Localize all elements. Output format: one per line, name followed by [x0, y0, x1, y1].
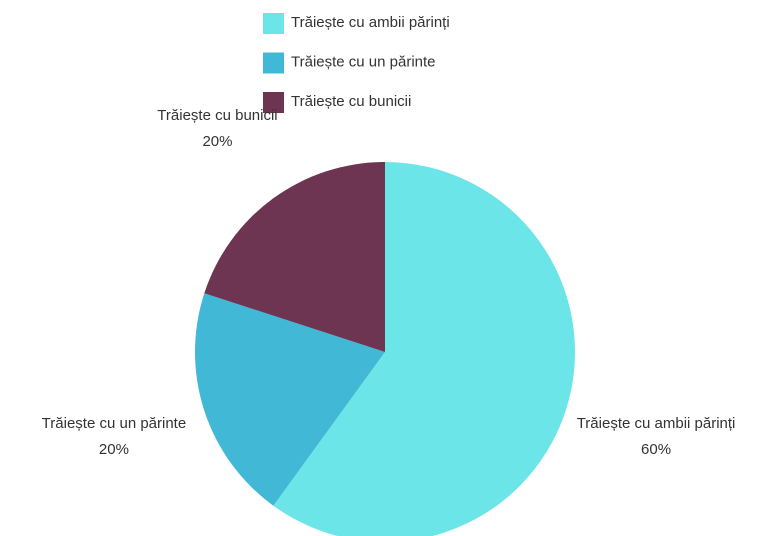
slice-value-label: 60%	[641, 441, 671, 458]
legend-swatch	[263, 92, 284, 113]
slice-value-label: 20%	[202, 133, 232, 150]
slice-value-label: 20%	[99, 441, 129, 458]
slice-label: Trăiește cu un părinte	[42, 415, 187, 432]
pie-slice	[204, 162, 385, 352]
slice-label: Trăiește cu ambii părinți	[577, 415, 736, 432]
pie-slice	[273, 162, 575, 536]
slice-label: Trăiește cu bunicii	[157, 107, 277, 124]
legend-label: Trăiește cu bunicii	[291, 93, 411, 110]
legend-label: Trăiește cu un părinte	[291, 53, 436, 70]
legend-swatch	[263, 52, 284, 74]
pie-slice	[194, 293, 385, 506]
legend-swatch	[263, 13, 284, 34]
legend-label: Trăiește cu ambii părinți	[291, 14, 450, 31]
